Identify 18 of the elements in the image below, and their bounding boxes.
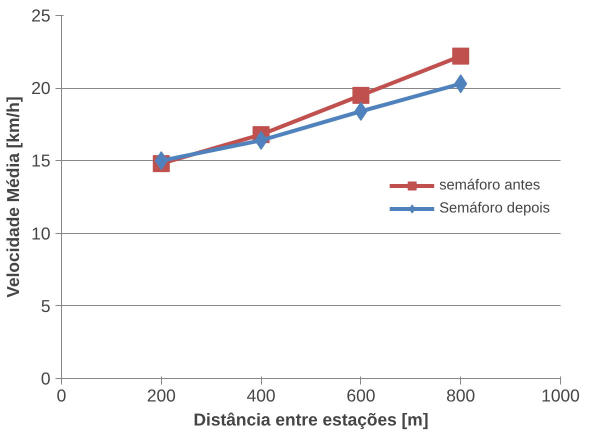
y-tick-label: 20: [31, 78, 51, 98]
x-tick-label: 0: [56, 386, 66, 406]
legend-label: semáforo antes: [439, 177, 540, 193]
y-tick-label: 0: [40, 368, 51, 388]
x-tick-label: 800: [446, 386, 476, 406]
y-axis-title: Velocidade Média [km/h]: [3, 96, 24, 298]
y-tick-label: 5: [40, 296, 51, 316]
y-tick-label: 25: [31, 6, 51, 26]
y-tick-label: 10: [31, 223, 51, 244]
legend-label: Semáforo depois: [439, 200, 550, 216]
x-tick-label: 1000: [541, 386, 580, 406]
point: [452, 48, 470, 65]
x-tick-label: 200: [146, 386, 176, 406]
point: [352, 86, 370, 104]
x-tick-label: 400: [246, 386, 276, 406]
x-axis-title: Distância entre estações [m]: [194, 410, 429, 430]
x-tick-label: 600: [346, 386, 376, 406]
y-tick-label: 15: [31, 150, 51, 171]
